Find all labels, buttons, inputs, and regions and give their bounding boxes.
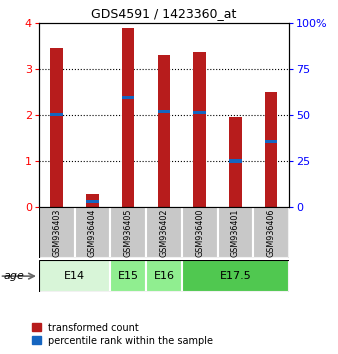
FancyBboxPatch shape xyxy=(218,207,253,258)
Bar xyxy=(193,52,206,207)
Bar xyxy=(265,140,277,143)
FancyBboxPatch shape xyxy=(39,207,75,258)
Text: GSM936404: GSM936404 xyxy=(88,209,97,257)
Bar xyxy=(50,113,63,116)
Text: age: age xyxy=(3,271,24,281)
FancyBboxPatch shape xyxy=(75,207,110,258)
Bar xyxy=(122,28,135,207)
Title: GDS4591 / 1423360_at: GDS4591 / 1423360_at xyxy=(91,7,237,21)
Bar xyxy=(86,200,99,203)
Text: GSM936401: GSM936401 xyxy=(231,209,240,257)
FancyBboxPatch shape xyxy=(146,207,182,258)
Bar xyxy=(193,111,206,114)
Text: E15: E15 xyxy=(118,271,139,281)
Bar xyxy=(182,260,289,292)
FancyBboxPatch shape xyxy=(182,207,218,258)
Bar xyxy=(146,260,182,292)
Text: GSM936406: GSM936406 xyxy=(267,209,275,257)
Legend: transformed count, percentile rank within the sample: transformed count, percentile rank withi… xyxy=(32,323,213,346)
Text: GSM936402: GSM936402 xyxy=(160,209,168,257)
Bar xyxy=(229,118,242,207)
Bar xyxy=(158,55,170,207)
Bar xyxy=(158,110,170,113)
Bar xyxy=(122,96,135,99)
FancyBboxPatch shape xyxy=(110,207,146,258)
Text: GSM936400: GSM936400 xyxy=(195,209,204,257)
Text: E16: E16 xyxy=(153,271,174,281)
Bar xyxy=(86,194,99,207)
Text: E17.5: E17.5 xyxy=(219,271,251,281)
Bar xyxy=(110,260,146,292)
Text: GSM936405: GSM936405 xyxy=(124,209,133,257)
Bar xyxy=(265,92,277,207)
FancyBboxPatch shape xyxy=(253,207,289,258)
Text: E14: E14 xyxy=(64,271,85,281)
Bar xyxy=(229,159,242,163)
Bar xyxy=(50,48,63,207)
Text: GSM936403: GSM936403 xyxy=(52,209,61,257)
Bar xyxy=(39,260,110,292)
